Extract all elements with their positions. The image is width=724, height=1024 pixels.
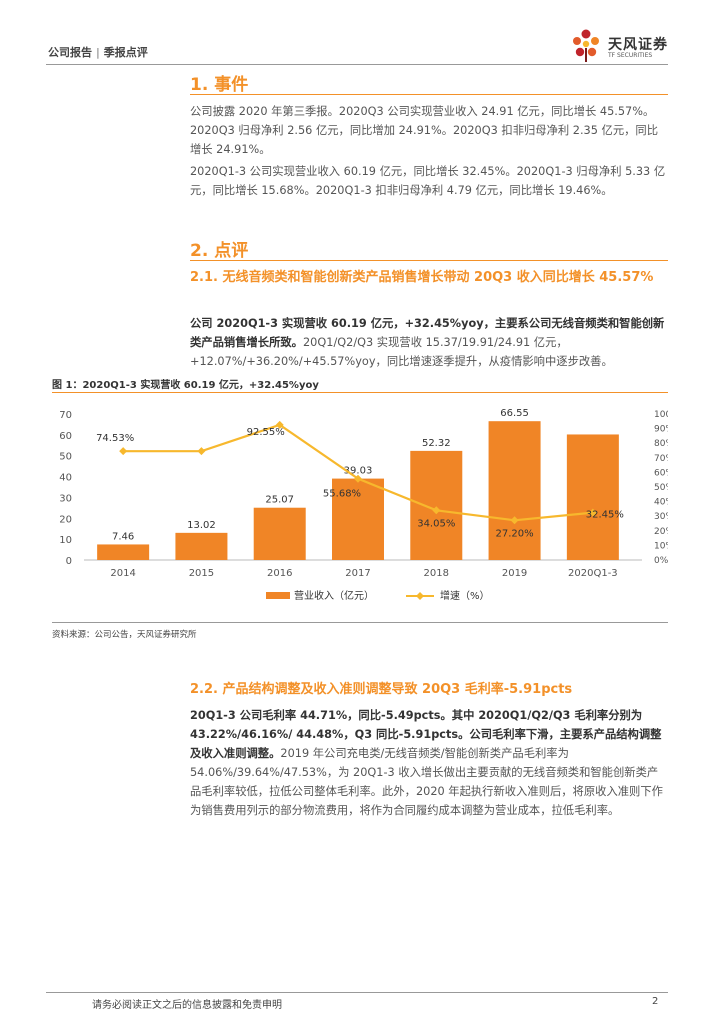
revenue-bar	[566, 434, 619, 560]
logo-subtext: TF SECURITIES	[608, 52, 653, 59]
logo-text: 天风证券	[608, 37, 668, 53]
subsection-heading-revenue: 2.1. 无线音频类和智能创新类产品销售增长带动 20Q3 收入同比增长 45.…	[190, 270, 654, 285]
y-left-tick-label: 60	[59, 431, 72, 442]
section-heading-event: 1. 事件	[190, 75, 249, 95]
subsection-heading-margin: 2.2. 产品结构调整及收入准则调整导致 20Q3 毛利率-5.91pcts	[190, 682, 573, 697]
legend-label-revenue: 营业收入（亿元）	[294, 589, 374, 602]
growth-point-label: 27.20%	[496, 528, 534, 539]
x-tick-label: 2018	[424, 568, 449, 579]
revenue-detail: 20Q1/Q2/Q3 实现营收 15.37/19.91/24.91 亿元，+12…	[190, 336, 613, 368]
report-type-label: 公司报告 | 季报点评	[48, 46, 148, 59]
y-right-tick-label: 60%	[654, 468, 668, 478]
growth-point	[432, 506, 441, 515]
revenue-paragraph: 公司 2020Q1-3 实现营收 60.19 亿元，+32.45%yoy，主要系…	[190, 314, 668, 371]
x-tick-label: 2019	[502, 568, 527, 579]
y-right-tick-label: 50%	[654, 483, 668, 493]
y-right-tick-label: 10%	[654, 541, 668, 551]
y-right-tick-label: 70%	[654, 454, 668, 464]
y-right-tick-label: 100%	[654, 410, 668, 420]
revenue-bar-label: 13.02	[187, 520, 216, 531]
revenue-bar-label: 66.55	[500, 408, 529, 419]
y-left-tick-label: 20	[59, 514, 72, 525]
growth-point	[197, 447, 206, 456]
margin-key-point: 20Q1-3 公司毛利率 44.71%，同比-5.49pcts。其中 2020Q…	[190, 709, 662, 760]
y-right-tick-label: 30%	[654, 512, 668, 522]
x-tick-label: 2016	[267, 568, 292, 579]
page-number: 2	[652, 996, 659, 1007]
growth-point	[275, 420, 284, 429]
revenue-bar-label: 25.07	[265, 495, 294, 506]
revenue-bar-label: 52.32	[422, 438, 451, 449]
y-right-tick-label: 20%	[654, 527, 668, 537]
y-left-tick-label: 40	[59, 473, 72, 484]
figure-bottom-divider	[52, 622, 668, 623]
footer-disclaimer: 请务必阅读正文之后的信息披露和免责申明	[92, 1000, 282, 1011]
event-paragraph-q1-3: 2020Q1-3 公司实现营业收入 60.19 亿元，同比增长 32.45%。2…	[190, 165, 666, 197]
y-right-tick-label: 80%	[654, 439, 668, 449]
revenue-growth-chart: 0 10 20 30 40 50 60 70 0% 10% 20% 30% 40% 50% 60% 70% 80…	[59, 408, 668, 602]
revenue-key-point: 公司 2020Q1-3 实现营收 60.19 亿元，+32.45%yoy，主要系…	[190, 317, 665, 349]
x-tick-label: 2015	[189, 568, 214, 579]
y-left-tick-label: 10	[59, 535, 72, 546]
growth-point-label: 32.45%	[586, 510, 624, 521]
margin-paragraph: 20Q1-3 公司毛利率 44.71%，同比-5.49pcts。其中 2020Q…	[190, 706, 668, 820]
y-left-tick-label: 50	[59, 452, 72, 463]
figure-source: 资料来源：公司公告，天风证券研究所	[52, 630, 197, 640]
revenue-bar-label: 7.46	[112, 531, 134, 542]
figure-title: 图 1：2020Q1-3 实现营收 60.19 亿元，+32.45%yoy	[52, 380, 319, 391]
x-tick-label: 2014	[110, 568, 135, 579]
tf-logo-icon	[573, 29, 599, 62]
margin-detail: 2019 年公司充电类/无线音频类/智能创新类产品毛利率为 54.06%/39.…	[190, 747, 663, 817]
x-tick-label: 2020Q1-3	[568, 568, 618, 579]
growth-point	[119, 447, 128, 456]
figure-top-divider	[52, 392, 668, 393]
revenue-bar	[332, 478, 384, 560]
y-right-tick-label: 0%	[654, 556, 668, 566]
revenue-bar	[97, 544, 150, 560]
y-left-tick-label: 30	[59, 493, 72, 504]
event-paragraph-q3: 公司披露 2020 年第三季报。2020Q3 公司实现营业收入 24.91 亿元…	[190, 105, 659, 156]
growth-point	[588, 508, 597, 517]
growth-point-label: 92.55%	[247, 427, 285, 438]
revenue-bar	[488, 421, 541, 560]
section-divider	[190, 94, 668, 95]
growth-point	[354, 474, 362, 483]
y-right-tick-label: 40%	[654, 498, 668, 508]
footer-divider	[46, 992, 668, 993]
section-heading-review: 2. 点评	[190, 241, 249, 261]
growth-point-label: 34.05%	[417, 518, 455, 529]
growth-point-label: 74.53%	[96, 433, 134, 444]
section-divider	[190, 260, 668, 261]
header-divider	[46, 64, 668, 65]
y-left-tick-label: 70	[59, 410, 72, 421]
legend-swatch-revenue	[266, 592, 290, 599]
revenue-bar	[410, 450, 463, 560]
revenue-bar-label: 39.03	[344, 466, 373, 477]
y-right-tick-label: 90%	[654, 425, 668, 435]
x-tick-label: 2017	[345, 568, 370, 579]
y-left-tick-label: 0	[66, 556, 72, 567]
revenue-bar	[175, 532, 228, 560]
growth-point-label: 55.68%	[323, 489, 361, 500]
revenue-bar	[253, 507, 306, 560]
legend-label-growth: 增速（%）	[440, 589, 490, 602]
legend-swatch-growth-marker	[416, 592, 424, 600]
